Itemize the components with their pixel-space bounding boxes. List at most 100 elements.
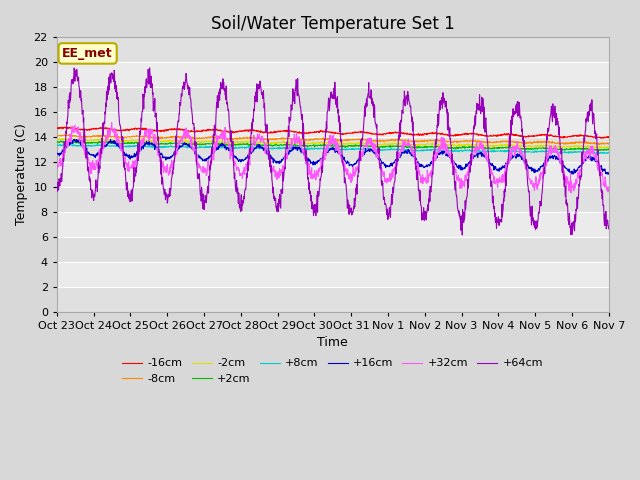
+8cm [367, 147, 375, 153]
+64cm [299, 135, 307, 141]
+32cm [108, 120, 116, 125]
+8cm [96, 142, 104, 148]
+32cm [367, 135, 375, 141]
Bar [57, 187, 609, 212]
Bar [57, 62, 609, 87]
+32cm [53, 160, 61, 166]
Line: +64cm: +64cm [57, 68, 609, 235]
-16cm [299, 130, 307, 136]
+64cm [96, 163, 104, 169]
+2cm [287, 142, 295, 147]
+2cm [299, 143, 307, 149]
+16cm [96, 149, 104, 155]
+32cm [567, 190, 575, 196]
+8cm [287, 144, 295, 150]
+64cm [458, 232, 466, 238]
-8cm [299, 137, 307, 143]
Bar [57, 162, 609, 187]
-8cm [595, 142, 603, 147]
+8cm [605, 150, 612, 156]
+8cm [309, 146, 317, 152]
Line: -8cm: -8cm [57, 134, 609, 144]
-8cm [118, 134, 126, 140]
+64cm [146, 65, 154, 71]
-16cm [309, 130, 317, 135]
+2cm [53, 139, 61, 144]
Line: +16cm: +16cm [57, 139, 609, 174]
Line: +32cm: +32cm [57, 122, 609, 193]
Legend: -16cm, -8cm, -2cm, +2cm, +8cm, +16cm, +32cm, +64cm: -16cm, -8cm, -2cm, +2cm, +8cm, +16cm, +3… [118, 354, 548, 388]
+2cm [118, 141, 126, 146]
+16cm [70, 136, 78, 142]
-8cm [61, 132, 69, 137]
Bar [57, 37, 609, 62]
+2cm [605, 146, 612, 152]
-2cm [309, 141, 317, 146]
Bar [57, 262, 609, 287]
-16cm [287, 128, 295, 134]
-2cm [118, 137, 126, 143]
+8cm [53, 142, 61, 148]
+16cm [53, 150, 61, 156]
+8cm [299, 146, 307, 152]
Line: -2cm: -2cm [57, 138, 609, 148]
+64cm [287, 103, 295, 109]
+16cm [605, 171, 612, 177]
-2cm [605, 144, 612, 150]
+32cm [287, 136, 295, 142]
-16cm [61, 124, 69, 130]
Title: Soil/Water Temperature Set 1: Soil/Water Temperature Set 1 [211, 15, 454, 33]
+32cm [309, 175, 317, 180]
Bar [57, 137, 609, 162]
-2cm [367, 141, 375, 147]
Line: -16cm: -16cm [57, 127, 609, 138]
X-axis label: Time: Time [317, 336, 348, 349]
+8cm [61, 142, 68, 147]
+16cm [287, 148, 295, 154]
-2cm [287, 140, 295, 146]
+16cm [309, 159, 317, 165]
+64cm [309, 206, 317, 212]
-2cm [53, 137, 61, 143]
Bar [57, 212, 609, 237]
+64cm [118, 133, 126, 139]
-8cm [53, 133, 61, 139]
-2cm [299, 140, 307, 146]
Line: +2cm: +2cm [57, 141, 609, 150]
-2cm [61, 135, 68, 141]
-8cm [309, 137, 317, 143]
Line: +8cm: +8cm [57, 144, 609, 154]
Text: EE_met: EE_met [62, 47, 113, 60]
-16cm [597, 135, 605, 141]
-16cm [367, 131, 375, 136]
+32cm [299, 147, 307, 153]
-16cm [96, 126, 104, 132]
+2cm [96, 139, 104, 144]
+16cm [367, 147, 375, 153]
+2cm [309, 143, 317, 148]
Y-axis label: Temperature (C): Temperature (C) [15, 123, 28, 226]
+2cm [367, 143, 375, 148]
+8cm [118, 144, 126, 150]
+32cm [605, 186, 612, 192]
+64cm [605, 226, 612, 232]
+16cm [299, 150, 307, 156]
+2cm [603, 147, 611, 153]
+32cm [118, 147, 126, 153]
+64cm [53, 185, 61, 191]
-2cm [96, 137, 104, 143]
-8cm [287, 135, 295, 141]
-16cm [605, 134, 612, 140]
-8cm [367, 138, 375, 144]
Bar [57, 287, 609, 312]
+16cm [118, 148, 126, 154]
+64cm [367, 87, 375, 93]
Bar [57, 237, 609, 262]
-16cm [118, 127, 126, 133]
-8cm [605, 141, 612, 147]
Bar [57, 112, 609, 137]
+32cm [96, 155, 104, 161]
-16cm [53, 126, 61, 132]
+8cm [598, 151, 606, 156]
-2cm [596, 145, 604, 151]
